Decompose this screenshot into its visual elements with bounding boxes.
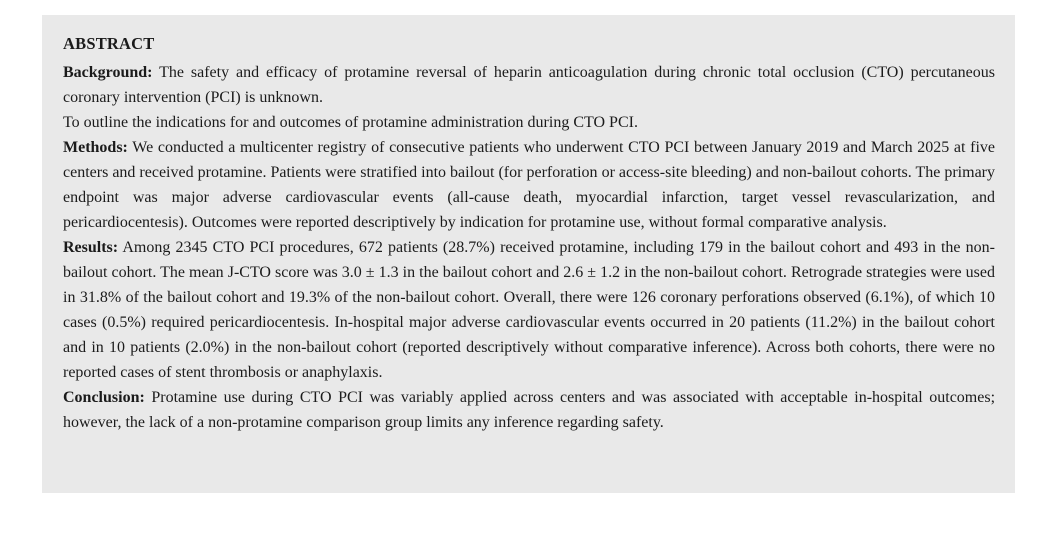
section-label-background: Background:	[63, 64, 153, 81]
section-label-methods: Methods:	[63, 139, 128, 156]
section-text-background: The safety and efficacy of protamine rev…	[63, 64, 995, 106]
abstract-panel: ABSTRACT Background: The safety and effi…	[42, 15, 1015, 493]
abstract-body: Background: The safety and efficacy of p…	[63, 60, 995, 435]
section-text-methods: We conducted a multicenter registry of c…	[63, 139, 995, 231]
abstract-section-conclusion: Conclusion: Protamine use during CTO PCI…	[63, 385, 995, 435]
abstract-section-methods: Methods: We conducted a multicenter regi…	[63, 135, 995, 235]
abstract-heading: ABSTRACT	[63, 34, 155, 53]
abstract-section-objective: To outline the indications for and outco…	[63, 110, 995, 135]
section-text-objective: To outline the indications for and outco…	[63, 114, 638, 131]
section-label-conclusion: Conclusion:	[63, 389, 145, 406]
section-text-results: Among 2345 CTO PCI procedures, 672 patie…	[63, 239, 995, 381]
abstract-section-results: Results: Among 2345 CTO PCI procedures, …	[63, 235, 995, 385]
section-text-conclusion: Protamine use during CTO PCI was variabl…	[63, 389, 996, 431]
section-label-results: Results:	[63, 239, 119, 256]
abstract-section-background: Background: The safety and efficacy of p…	[63, 60, 995, 110]
